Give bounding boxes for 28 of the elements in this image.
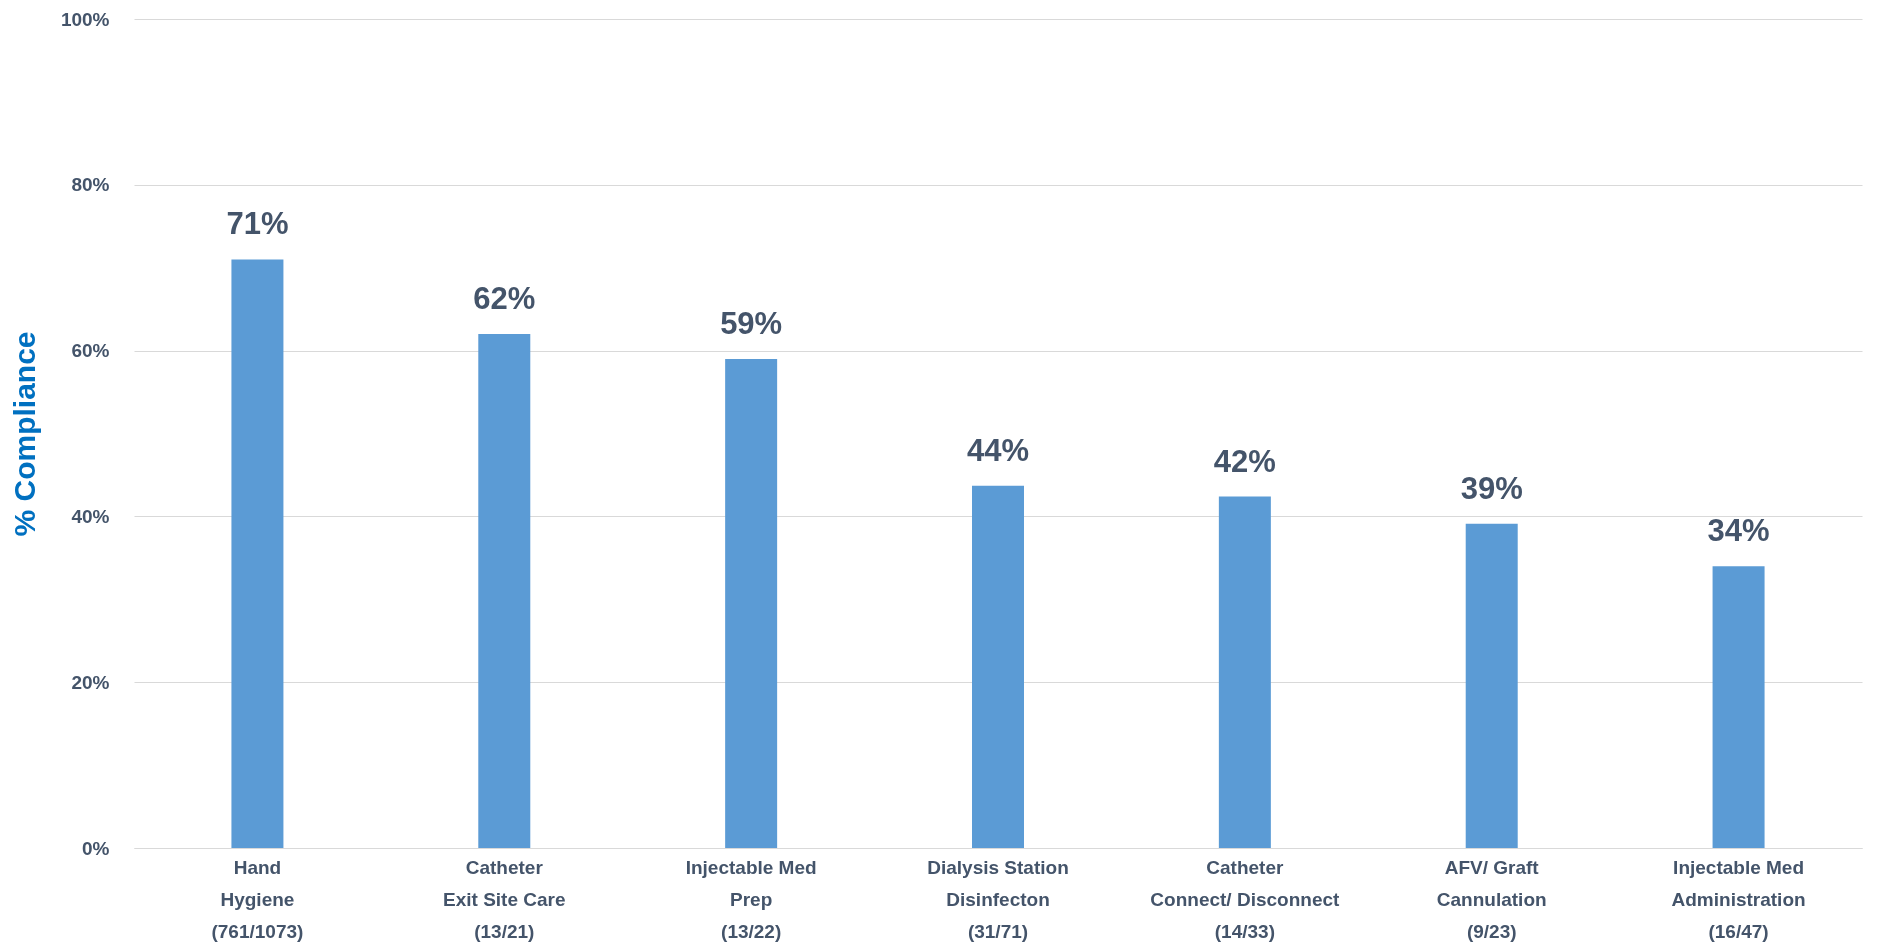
data-label: 44% xyxy=(966,432,1030,468)
data-label: 39% xyxy=(1460,470,1523,506)
x-tick-label: Injectable Med Prep (13/22) xyxy=(685,856,817,942)
data-label: 62% xyxy=(473,281,536,317)
bar xyxy=(1465,523,1518,848)
x-tick-label: Hand Hygiene (761/1073) xyxy=(211,856,304,942)
y-axis-title: % Compliance xyxy=(7,331,41,537)
bar xyxy=(231,259,284,848)
x-tick-label: Dialysis Station Disinfecton (31/71) xyxy=(927,856,1069,942)
y-tick-label: 0% xyxy=(82,837,110,859)
y-tick-label: 60% xyxy=(71,340,110,362)
bar xyxy=(1218,496,1271,848)
x-tick-label: Catheter Connect/ Disconnect (14/33) xyxy=(1150,856,1341,942)
bar xyxy=(1712,566,1765,848)
bar xyxy=(725,358,778,848)
y-tick-label: 20% xyxy=(71,671,110,693)
y-tick-label: 100% xyxy=(60,8,110,30)
data-label: 34% xyxy=(1707,513,1770,549)
x-tick-label: AFV/ Graft Cannulation (9/23) xyxy=(1436,856,1547,942)
bar xyxy=(478,334,531,848)
x-tick-label: Injectable Med Administration (16/47) xyxy=(1671,856,1806,942)
data-label: 42% xyxy=(1213,443,1276,479)
y-tick-label: 40% xyxy=(71,505,110,527)
data-label: 71% xyxy=(226,206,289,242)
y-tick-label: 80% xyxy=(71,174,110,196)
bar xyxy=(972,485,1024,848)
x-tick-label: Catheter Exit Site Care (13/21) xyxy=(443,856,566,942)
data-label: 59% xyxy=(720,305,783,341)
